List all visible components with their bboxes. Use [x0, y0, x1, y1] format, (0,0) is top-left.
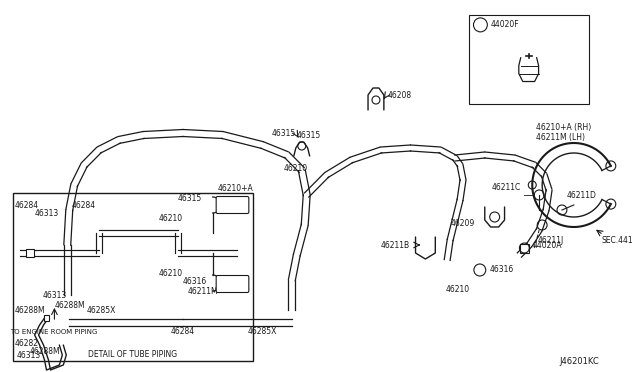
- Text: 46210: 46210: [158, 269, 182, 278]
- Bar: [26, 249, 34, 257]
- Text: 46316: 46316: [183, 276, 207, 285]
- Text: 46209: 46209: [450, 218, 474, 228]
- Text: 46211J: 46211J: [537, 235, 563, 244]
- Text: DETAIL OF TUBE PIPING: DETAIL OF TUBE PIPING: [88, 350, 177, 359]
- Bar: [468, 15, 589, 104]
- Text: 46210: 46210: [284, 164, 308, 173]
- Text: 46315: 46315: [297, 131, 321, 140]
- Text: 46313: 46313: [43, 291, 67, 299]
- Text: J46201KC: J46201KC: [559, 357, 598, 366]
- Text: 46288M: 46288M: [15, 306, 45, 315]
- Text: 46211M: 46211M: [188, 286, 219, 295]
- Text: 46285X: 46285X: [87, 306, 116, 315]
- Text: 46211D: 46211D: [567, 190, 596, 199]
- Text: TO ENGINE ROOM PIPING: TO ENGINE ROOM PIPING: [10, 329, 97, 335]
- FancyBboxPatch shape: [216, 276, 249, 292]
- Text: 46315: 46315: [272, 128, 296, 138]
- Bar: [520, 244, 529, 253]
- Text: 46210+A (RH): 46210+A (RH): [536, 122, 591, 131]
- Bar: [44, 315, 49, 321]
- Text: 46210+A: 46210+A: [218, 183, 253, 192]
- Text: 46211C: 46211C: [492, 183, 521, 192]
- Text: 46313: 46313: [35, 209, 59, 218]
- Bar: [13, 193, 253, 361]
- Text: 46211M (LH): 46211M (LH): [536, 132, 585, 141]
- Text: 46288M: 46288M: [54, 301, 85, 310]
- Text: 46210: 46210: [158, 214, 182, 222]
- Text: 46284: 46284: [171, 327, 195, 337]
- Text: 44020F: 44020F: [490, 20, 519, 29]
- Text: 46284: 46284: [15, 201, 39, 210]
- FancyBboxPatch shape: [216, 196, 249, 214]
- Text: 46288M: 46288M: [29, 347, 60, 356]
- Text: 46284: 46284: [72, 201, 96, 210]
- Text: 46282: 46282: [15, 340, 39, 349]
- Text: 46313: 46313: [17, 352, 41, 360]
- Text: 46208: 46208: [388, 90, 412, 99]
- Text: 46315: 46315: [178, 193, 202, 202]
- Text: SEC.441: SEC.441: [602, 235, 633, 244]
- Text: 46316: 46316: [490, 266, 514, 275]
- Text: 46210: 46210: [445, 285, 469, 295]
- Text: 46211B: 46211B: [381, 241, 410, 250]
- Text: 46285X: 46285X: [248, 327, 277, 337]
- Text: 44020A: 44020A: [532, 241, 562, 250]
